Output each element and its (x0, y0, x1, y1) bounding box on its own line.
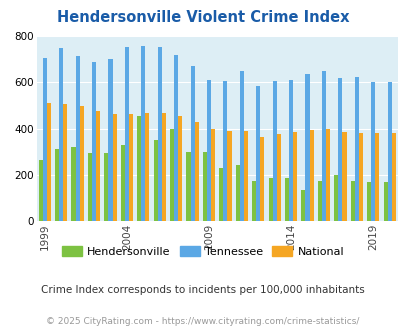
Bar (268, 178, 272, 221)
Bar (194, 122, 198, 221)
Bar (104, 153, 108, 221)
Bar (325, 129, 329, 221)
Bar (59, 48, 63, 221)
Bar (337, 78, 341, 221)
Bar (211, 129, 215, 221)
Bar (141, 46, 145, 221)
Bar (288, 80, 292, 221)
Bar (235, 164, 239, 221)
Bar (374, 133, 378, 221)
Bar (309, 130, 313, 221)
Bar (239, 71, 243, 221)
Bar (43, 58, 47, 221)
Bar (219, 168, 223, 221)
Bar (124, 47, 129, 221)
Bar (161, 113, 166, 221)
Bar (243, 131, 247, 221)
Bar (301, 190, 305, 221)
Bar (252, 181, 256, 221)
Bar (75, 56, 79, 221)
Bar (317, 181, 321, 221)
Bar (341, 132, 346, 221)
Bar (321, 71, 325, 221)
Text: Crime Index corresponds to incidents per 100,000 inhabitants: Crime Index corresponds to incidents per… (41, 285, 364, 295)
Bar (260, 137, 264, 221)
Bar (223, 81, 227, 221)
Bar (190, 66, 194, 221)
Bar (272, 81, 276, 221)
Bar (358, 133, 362, 221)
Bar (87, 153, 92, 221)
Bar (284, 178, 288, 221)
Text: © 2025 CityRating.com - https://www.cityrating.com/crime-statistics/: © 2025 CityRating.com - https://www.city… (46, 317, 359, 326)
Bar (391, 133, 395, 221)
Bar (202, 152, 207, 221)
Bar (96, 111, 100, 221)
Bar (227, 131, 231, 221)
Bar (178, 116, 182, 221)
Bar (276, 134, 280, 221)
Bar (47, 103, 51, 221)
Bar (174, 55, 178, 221)
Bar (292, 132, 296, 221)
Bar (370, 82, 374, 221)
Bar (137, 116, 141, 221)
Bar (153, 140, 157, 221)
Bar (38, 160, 43, 221)
Bar (55, 149, 59, 221)
Bar (383, 182, 387, 221)
Bar (354, 77, 358, 221)
Bar (120, 145, 124, 221)
Bar (71, 147, 75, 221)
Bar (333, 175, 337, 221)
Bar (366, 182, 370, 221)
Bar (145, 113, 149, 221)
Bar (350, 181, 354, 221)
Bar (92, 62, 96, 221)
Text: Hendersonville Violent Crime Index: Hendersonville Violent Crime Index (57, 10, 348, 25)
Bar (129, 114, 133, 221)
Bar (207, 80, 211, 221)
Bar (79, 106, 83, 221)
Bar (170, 129, 174, 221)
Bar (63, 104, 67, 221)
Bar (387, 82, 391, 221)
Bar (108, 59, 112, 221)
Bar (186, 152, 190, 221)
Bar (112, 114, 116, 221)
Legend: Hendersonville, Tennessee, National: Hendersonville, Tennessee, National (57, 242, 348, 261)
Bar (256, 86, 260, 221)
Bar (157, 47, 161, 221)
Bar (305, 74, 309, 221)
